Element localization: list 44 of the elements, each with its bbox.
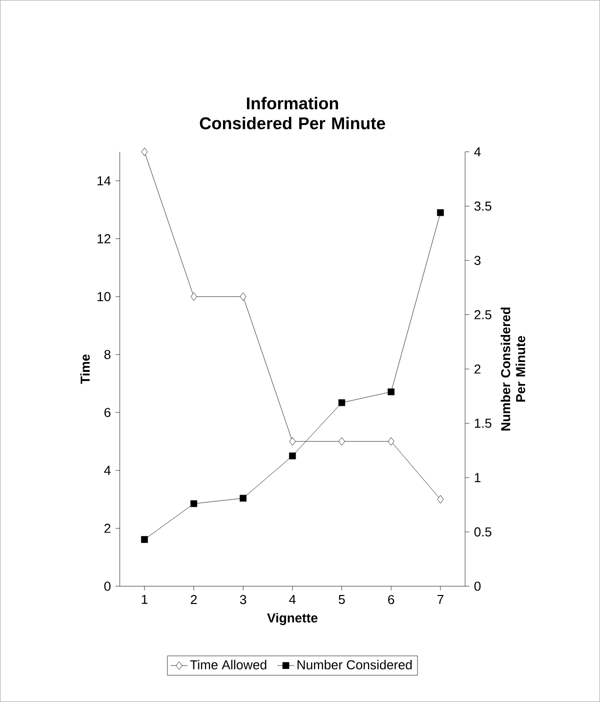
y2-tick-label: 0 xyxy=(474,582,481,591)
y2-tick-label: 4 xyxy=(474,147,481,156)
y2-tick-label: 1.5 xyxy=(474,418,492,428)
x-tick-label: 4 xyxy=(289,594,296,604)
y-tick-label: 12 xyxy=(98,234,110,244)
x-tick-label: 2 xyxy=(190,594,197,604)
legend-label: Time Allowed xyxy=(190,660,266,670)
point xyxy=(437,495,444,504)
point xyxy=(388,388,395,396)
y-tick-label: 0 xyxy=(104,582,111,591)
y2-tick-label: 3.5 xyxy=(474,202,492,211)
y-tick-label: 4 xyxy=(104,466,111,475)
point xyxy=(240,292,246,301)
x-axis-title: Vignette xyxy=(267,612,318,626)
y-tick-label: 10 xyxy=(98,292,111,302)
x-tick-label: 5 xyxy=(338,594,345,604)
y-tick-label: 2 xyxy=(104,524,110,533)
y2-tick-label: 2.5 xyxy=(474,310,492,320)
y-tick-label: 8 xyxy=(104,350,111,360)
x-tick-label: 1 xyxy=(142,594,148,604)
point xyxy=(388,437,394,446)
point xyxy=(338,437,346,446)
y2-tick-label: 3 xyxy=(474,256,481,266)
point xyxy=(240,494,247,502)
chart-title: Information Considered Per Minute xyxy=(200,96,386,130)
legend-label: Number Considered xyxy=(298,660,412,670)
y-tick-label: 14 xyxy=(98,176,111,186)
point xyxy=(190,292,198,301)
y2-tick-label: 0.5 xyxy=(474,527,492,536)
point xyxy=(289,452,296,460)
x-tick-label: 7 xyxy=(438,594,444,604)
point xyxy=(338,399,346,406)
y2-tick-label: 1 xyxy=(474,473,481,482)
point xyxy=(141,148,148,156)
point xyxy=(437,209,444,216)
point xyxy=(141,536,148,543)
x-tick-label: 3 xyxy=(240,594,246,604)
point xyxy=(289,437,296,446)
y-axis-title: Time xyxy=(80,354,90,384)
y2-axis-title: Number Considered Per Minute xyxy=(500,308,526,430)
x-tick-label: 6 xyxy=(388,594,394,604)
y-tick-label: 6 xyxy=(104,408,111,418)
y2-tick-label: 2 xyxy=(474,364,480,374)
point xyxy=(190,500,198,508)
